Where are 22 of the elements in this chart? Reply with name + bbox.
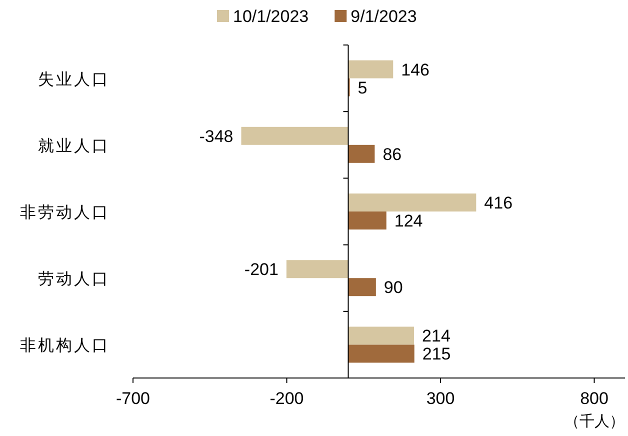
y-tick-label: 非机构人口 (20, 336, 110, 355)
y-tick-label: 劳动人口 (38, 269, 110, 288)
data-label: 146 (401, 60, 430, 80)
x-axis-title: （千人） (564, 412, 624, 430)
x-tick-label: 300 (426, 389, 455, 408)
y-tick-label: 失业人口 (38, 69, 110, 88)
data-label: 90 (384, 278, 403, 298)
x-tick-label: -200 (270, 389, 304, 408)
y-tick-label: 就业人口 (38, 136, 110, 155)
data-label: 86 (382, 144, 402, 164)
y-tick-label: 非劳动人口 (20, 202, 110, 222)
data-label: 5 (358, 78, 368, 98)
x-tick-label: 800 (580, 389, 608, 408)
data-label: -201 (244, 260, 278, 280)
legend-label: 10/1/2023 (233, 7, 309, 26)
legend-label: 9/1/2023 (350, 7, 417, 26)
data-label: -348 (199, 126, 234, 146)
data-label: 214 (422, 326, 450, 346)
data-label: 215 (422, 344, 451, 364)
x-tick-label: -700 (116, 389, 150, 408)
data-label: 416 (484, 194, 513, 212)
data-label: 124 (394, 212, 423, 230)
